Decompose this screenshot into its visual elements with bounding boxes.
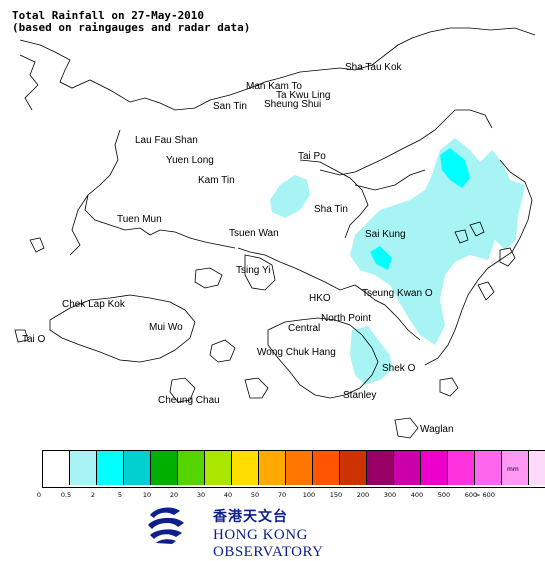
label-tai-po: Tai Po bbox=[298, 151, 326, 162]
legend-swatch bbox=[178, 451, 205, 485]
label-hko: HKO bbox=[309, 293, 331, 304]
label-tsing-yi: Tsing Yi bbox=[236, 265, 270, 276]
place-labels: Sha Tau Kok Man Kam To Ta Kwu Ling San T… bbox=[22, 62, 454, 435]
map-subtitle: (based on raingauges and radar data) bbox=[12, 21, 251, 34]
legend-swatch bbox=[124, 451, 151, 485]
legend-tick-label: 150 bbox=[329, 491, 343, 499]
legend-tick-label: 400 bbox=[410, 491, 424, 499]
legend-swatch bbox=[70, 451, 97, 485]
legend-tick-label: 100 bbox=[302, 491, 316, 499]
legend-tick-label: 600 bbox=[464, 491, 478, 499]
rainfall-legend bbox=[42, 450, 545, 488]
legend-swatch bbox=[367, 451, 394, 485]
legend-tick-label: 70 bbox=[277, 491, 287, 499]
legend-ticks: 0 0.5 2 5 10 20 30 40 50 70 100 150 200 300 400 500 600 >… bbox=[0, 491, 545, 501]
label-sai-kung: Sai Kung bbox=[365, 229, 406, 240]
legend-tick-label: 500 bbox=[437, 491, 451, 499]
label-wong-chuk-hang: Wong Chuk Hang bbox=[257, 347, 336, 358]
label-sha-tau-kok: Sha Tau Kok bbox=[345, 62, 403, 73]
label-san-tin: San Tin bbox=[213, 101, 247, 112]
label-north-point: North Point bbox=[321, 313, 371, 324]
label-lau-fau-shan: Lau Fau Shan bbox=[135, 135, 198, 146]
legend-tick-label: 5 bbox=[117, 491, 123, 499]
legend-swatch bbox=[232, 451, 259, 485]
legend-swatch bbox=[97, 451, 124, 485]
legend-tick-label: 200 bbox=[356, 491, 370, 499]
coastlines bbox=[14, 27, 536, 439]
label-waglan: Waglan bbox=[420, 424, 454, 435]
legend-tick-label: 2 bbox=[90, 491, 96, 499]
legend-tick-label: 10 bbox=[142, 491, 152, 499]
label-man-kam-to: Man Kam To bbox=[246, 81, 302, 92]
legend-swatch bbox=[43, 451, 70, 485]
logo-chinese-text: 香港天文台 bbox=[213, 509, 288, 525]
rainfall-map: Sha Tau Kok Man Kam To Ta Kwu Ling San T… bbox=[14, 27, 536, 439]
legend-tick-label: 0 bbox=[36, 491, 42, 499]
legend-tick-label: 300 bbox=[383, 491, 397, 499]
label-chek-lap-kok: Chek Lap Kok bbox=[62, 299, 126, 310]
label-kam-tin: Kam Tin bbox=[198, 175, 235, 186]
label-yuen-long: Yuen Long bbox=[166, 155, 214, 166]
legend-swatch bbox=[502, 451, 529, 485]
rain-area-sai-kung bbox=[350, 138, 525, 345]
label-mui-wo: Mui Wo bbox=[149, 322, 183, 333]
rain-area-east-hk-island bbox=[350, 326, 392, 385]
rain-areas bbox=[270, 138, 525, 385]
legend-tick-label: 50 bbox=[250, 491, 260, 499]
logo-english-text: HONG KONG OBSERVATORY bbox=[213, 527, 324, 560]
label-tuen-mun: Tuen Mun bbox=[117, 214, 162, 225]
legend-swatch bbox=[529, 451, 545, 485]
label-tseung-kwan-o: Tseung Kwan O bbox=[362, 288, 433, 299]
legend-swatch bbox=[313, 451, 340, 485]
map-title: Total Rainfall on 27-May-2010 bbox=[12, 9, 205, 22]
legend-swatch bbox=[205, 451, 232, 485]
rain-area-sai-kung-core bbox=[370, 148, 470, 270]
label-shek-o: Shek O bbox=[382, 363, 416, 374]
label-cheung-chau: Cheung Chau bbox=[158, 395, 220, 406]
legend-tick-label: 20 bbox=[169, 491, 179, 499]
legend-swatch bbox=[286, 451, 313, 485]
legend-tick-label: 0.5 bbox=[60, 491, 72, 499]
label-sha-tin: Sha Tin bbox=[314, 204, 348, 215]
label-central: Central bbox=[288, 323, 320, 334]
legend-swatch bbox=[394, 451, 421, 485]
legend-swatch bbox=[448, 451, 475, 485]
legend-tick-label: > 600 bbox=[475, 491, 495, 499]
rain-area-sha-tin-north bbox=[270, 175, 310, 218]
label-tai-o: Tai O bbox=[22, 334, 46, 345]
legend-swatch bbox=[151, 451, 178, 485]
legend-swatch bbox=[475, 451, 502, 485]
label-sheung-shui: Sheung Shui bbox=[264, 99, 321, 110]
label-ta-kwu-ling: Ta Kwu Ling bbox=[276, 90, 330, 101]
legend-tick-label: 30 bbox=[196, 491, 206, 499]
hko-logo: 香港天文台 HONG KONG OBSERVATORY bbox=[146, 503, 416, 560]
hko-emblem-icon bbox=[148, 507, 184, 544]
legend-unit: mm bbox=[507, 466, 519, 473]
legend-swatch bbox=[421, 451, 448, 485]
legend-swatch bbox=[340, 451, 367, 485]
label-stanley: Stanley bbox=[343, 390, 376, 401]
label-tsuen-wan: Tsuen Wan bbox=[229, 228, 279, 239]
legend-tick-label: 40 bbox=[223, 491, 233, 499]
legend-swatch bbox=[259, 451, 286, 485]
